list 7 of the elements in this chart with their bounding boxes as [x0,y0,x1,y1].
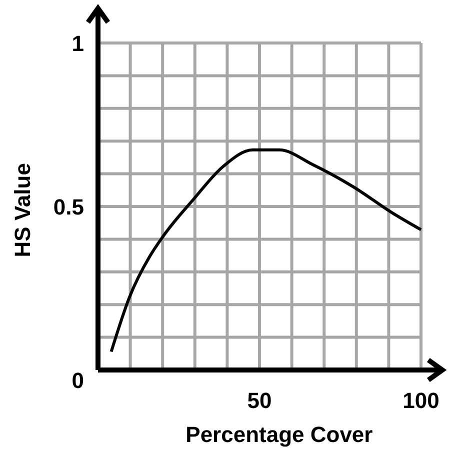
x-tick-label: 50 [247,388,272,413]
y-axis-title: HS Value [10,163,35,258]
y-tick-label: 1 [72,31,84,56]
y-tick-label: 0 [72,368,84,393]
x-axis-title: Percentage Cover [186,422,374,447]
x-tick-label: 100 [402,388,440,413]
y-tick-label: 0.5 [53,194,84,220]
